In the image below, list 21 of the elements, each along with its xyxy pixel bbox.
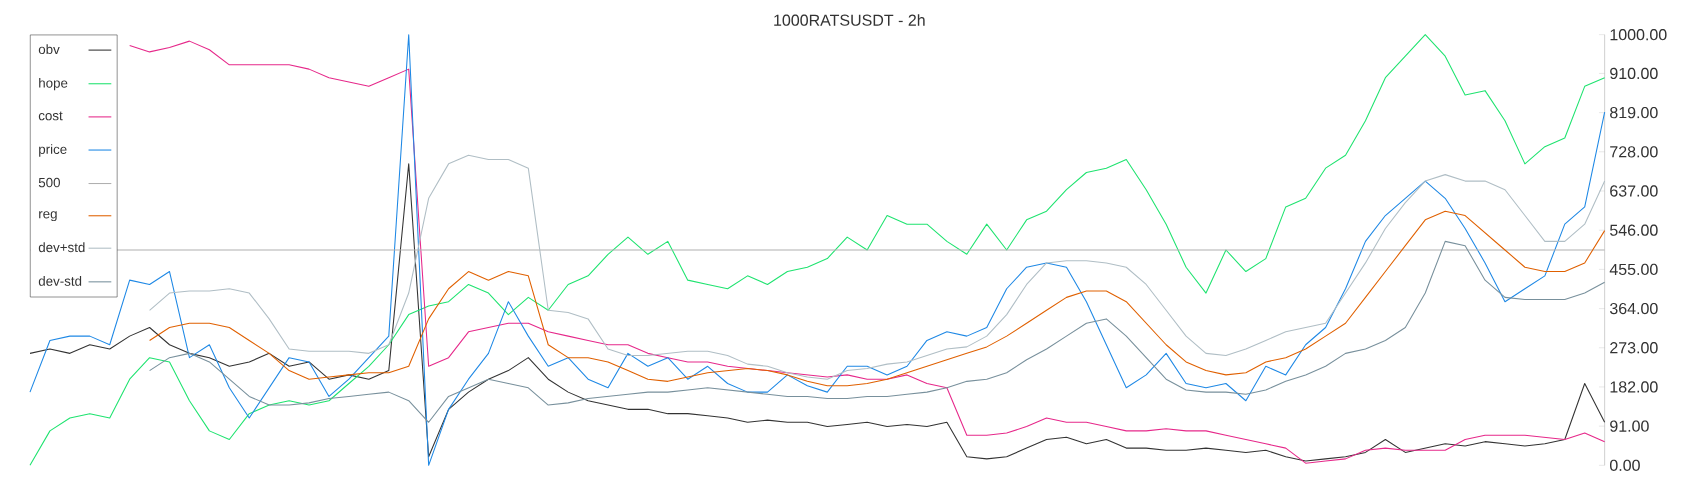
y-tick-label: 910.00 bbox=[1610, 67, 1658, 80]
legend-label: dev-std bbox=[38, 276, 82, 286]
y-tick-label: 455.00 bbox=[1609, 263, 1658, 276]
y-tick-label: 182.00 bbox=[1610, 381, 1658, 393]
chart-title: 1000RATSUSDT - 2h bbox=[774, 14, 925, 26]
y-tick-label: 273.00 bbox=[1610, 342, 1658, 354]
y-tick-label: 819.00 bbox=[1610, 106, 1658, 119]
legend-label: cost bbox=[38, 111, 63, 121]
legend-label: 500 bbox=[38, 177, 60, 188]
y-tick-label: 546.00 bbox=[1610, 224, 1658, 236]
legend-label: reg bbox=[39, 211, 57, 222]
legend-label: dev+std bbox=[38, 242, 85, 253]
legend-label: price bbox=[39, 144, 67, 157]
y-tick-label: 91.00 bbox=[1610, 420, 1649, 432]
y-tick-label: 637.00 bbox=[1610, 185, 1658, 197]
legend-label: obv bbox=[38, 44, 60, 55]
y-tick-label: 0.00 bbox=[1609, 459, 1640, 471]
legend-label: hope bbox=[39, 77, 68, 91]
y-tick-label: 1000.00 bbox=[1610, 29, 1667, 41]
y-tick-label: 364.00 bbox=[1609, 302, 1658, 315]
y-tick-label: 728.00 bbox=[1610, 146, 1658, 158]
